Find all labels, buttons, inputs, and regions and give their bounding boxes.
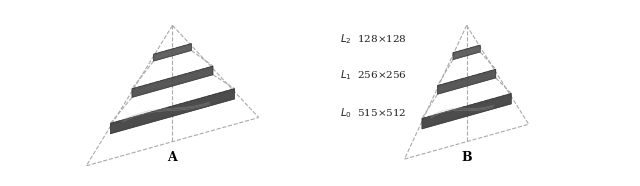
Polygon shape xyxy=(422,93,511,129)
Text: $\mathit{L}_1$  256×256: $\mathit{L}_1$ 256×256 xyxy=(340,68,406,82)
Text: B: B xyxy=(461,151,472,164)
Polygon shape xyxy=(132,66,213,97)
Text: A: A xyxy=(168,151,177,164)
Polygon shape xyxy=(437,69,496,94)
Polygon shape xyxy=(453,45,480,60)
Polygon shape xyxy=(110,89,234,134)
Polygon shape xyxy=(154,44,191,61)
Text: $\mathit{L}_0$  515×512: $\mathit{L}_0$ 515×512 xyxy=(340,106,406,120)
Text: $\mathit{L}_2$  128×128: $\mathit{L}_2$ 128×128 xyxy=(340,32,406,46)
